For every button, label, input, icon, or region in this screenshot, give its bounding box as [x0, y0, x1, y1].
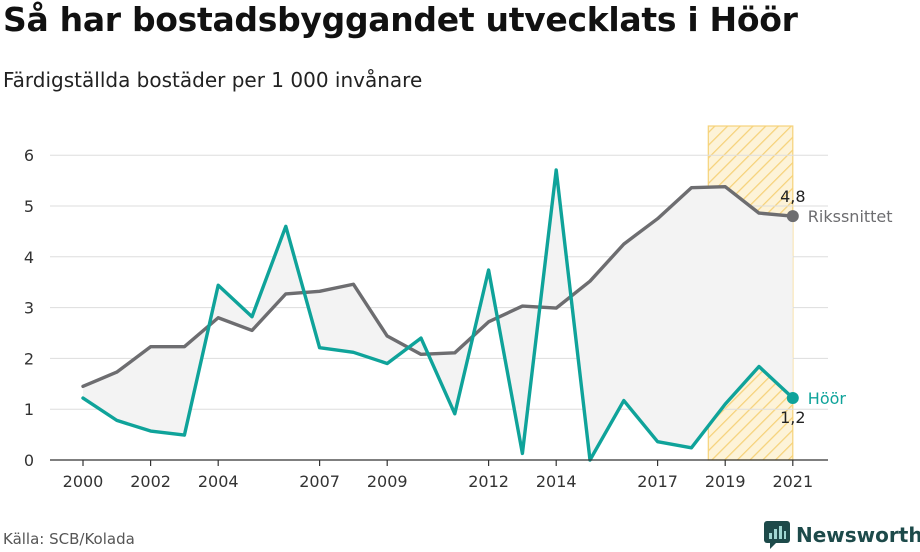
x-tick-label: 2017	[637, 472, 678, 491]
line-chart: 0 1 2 3 4 5 6 2000 2002 2004 2007 2009 2012 2014 2017 2…	[24, 125, 893, 491]
series-lines	[81, 168, 795, 462]
x-tick-label: 2000	[63, 472, 104, 491]
axes: 0 1 2 3 4 5 6 2000 2002 2004 2007 2009 2012 2014 2017 2…	[24, 146, 828, 491]
series-line-hoor	[81, 168, 795, 462]
x-tick-label: 2014	[536, 472, 577, 491]
series-line-riket	[81, 184, 795, 389]
difference-area	[83, 169, 793, 460]
x-tick-label: 2007	[299, 472, 340, 491]
brand-logo: Newsworthy	[764, 519, 920, 551]
y-tick-label: 2	[24, 349, 34, 368]
y-tick-label: 4	[24, 248, 34, 267]
series-name-label-hoor: Höör	[808, 389, 847, 408]
x-tick-label: 2002	[130, 472, 171, 491]
brand-name: Newsworthy	[796, 523, 920, 547]
x-tick-label: 2019	[705, 472, 746, 491]
area-between-series	[83, 169, 793, 460]
x-tick-label: 2004	[198, 472, 239, 491]
end-value-label-riket: 4,8	[780, 187, 805, 206]
newsworthy-logo-icon	[764, 521, 790, 549]
series-name-label-riket: Rikssnittet	[808, 207, 893, 226]
y-tick-label: 5	[24, 197, 34, 216]
source-note: Källa: SCB/Kolada	[3, 530, 135, 548]
chart-subtitle: Färdigställda bostäder per 1 000 invånar…	[3, 68, 423, 92]
end-marker-riket	[786, 210, 799, 223]
y-tick-label: 6	[24, 146, 34, 165]
end-marker-hoor	[786, 392, 799, 405]
y-tick-label: 0	[24, 451, 34, 470]
y-tick-label: 1	[24, 400, 34, 419]
x-tick-label: 2009	[367, 472, 408, 491]
x-tick-label: 2012	[468, 472, 509, 491]
end-value-label-hoor: 1,2	[780, 408, 805, 427]
x-tick-label: 2021	[772, 472, 813, 491]
y-tick-label: 3	[24, 299, 34, 318]
chart-title: Så har bostadsbyggandet utvecklats i Höö…	[3, 0, 798, 39]
